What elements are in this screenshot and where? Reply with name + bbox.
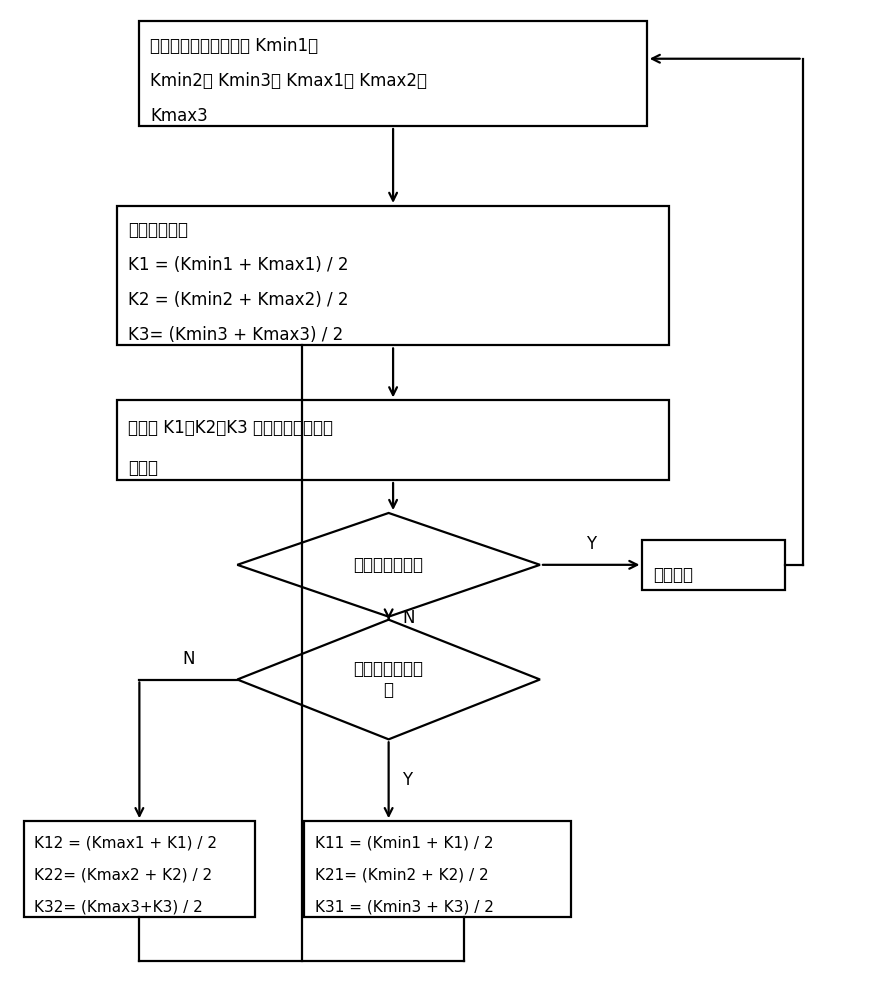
Text: 计算结束: 计算结束 [653, 566, 693, 584]
Polygon shape [238, 620, 540, 739]
Text: 误判率～漏判率: 误判率～漏判率 [354, 556, 423, 574]
Bar [304, 821, 572, 917]
Text: K2 = (Kmin2 + Kmax2) / 2: K2 = (Kmin2 + Kmax2) / 2 [128, 291, 348, 309]
Bar [23, 821, 255, 917]
Bar [117, 400, 669, 480]
Text: 根据给定的样本计算出 Kmin1，: 根据给定的样本计算出 Kmin1， [150, 37, 318, 55]
Text: K22= (Kmax2 + K2) / 2: K22= (Kmax2 + K2) / 2 [34, 868, 213, 883]
Text: N: N [402, 609, 414, 627]
Text: K12 = (Kmax1 + K1) / 2: K12 = (Kmax1 + K1) / 2 [34, 836, 217, 851]
Text: K1 = (Kmin1 + Kmax1) / 2: K1 = (Kmin1 + Kmax1) / 2 [128, 256, 348, 274]
Text: 统计出 K1、K2、K3 阀値下的误判率、: 统计出 K1、K2、K3 阀値下的误判率、 [128, 419, 333, 437]
Text: K3= (Kmin3 + Kmax3) / 2: K3= (Kmin3 + Kmax3) / 2 [128, 326, 343, 344]
Text: Kmax3: Kmax3 [150, 107, 208, 125]
Bar [139, 21, 647, 126]
Text: K11 = (Kmin1 + K1) / 2: K11 = (Kmin1 + K1) / 2 [314, 836, 493, 851]
Text: K21= (Kmin2 + K2) / 2: K21= (Kmin2 + K2) / 2 [314, 868, 488, 883]
Bar [642, 540, 785, 590]
Polygon shape [238, 513, 540, 617]
Text: Kmin2， Kmin3， Kmax1， Kmax2，: Kmin2， Kmin3， Kmax1， Kmax2， [150, 72, 427, 90]
Text: Y: Y [586, 535, 597, 553]
Text: K31 = (Kmin3 + K3) / 2: K31 = (Kmin3 + K3) / 2 [314, 900, 494, 915]
Text: Y: Y [402, 771, 412, 789]
Bar [117, 206, 669, 345]
Text: 误判率高于漏判
率: 误判率高于漏判 率 [354, 660, 423, 699]
Text: K32= (Kmax3+K3) / 2: K32= (Kmax3+K3) / 2 [34, 900, 203, 915]
Text: 漏判率: 漏判率 [128, 459, 158, 477]
Text: N: N [182, 650, 195, 668]
Text: 求取初始阀値: 求取初始阀値 [128, 221, 188, 239]
